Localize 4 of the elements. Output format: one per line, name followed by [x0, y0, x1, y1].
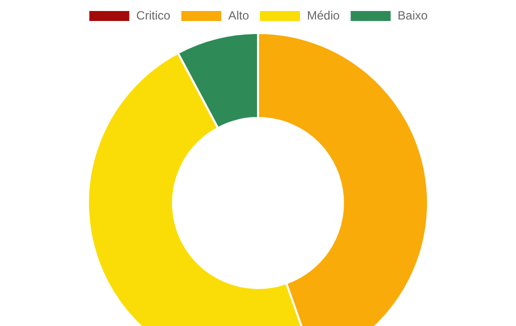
legend-label: Médio — [306, 8, 340, 22]
legend-label: Baixo — [398, 8, 428, 22]
legend-label: Critico — [136, 8, 171, 22]
legend-label: Alto — [228, 8, 250, 22]
